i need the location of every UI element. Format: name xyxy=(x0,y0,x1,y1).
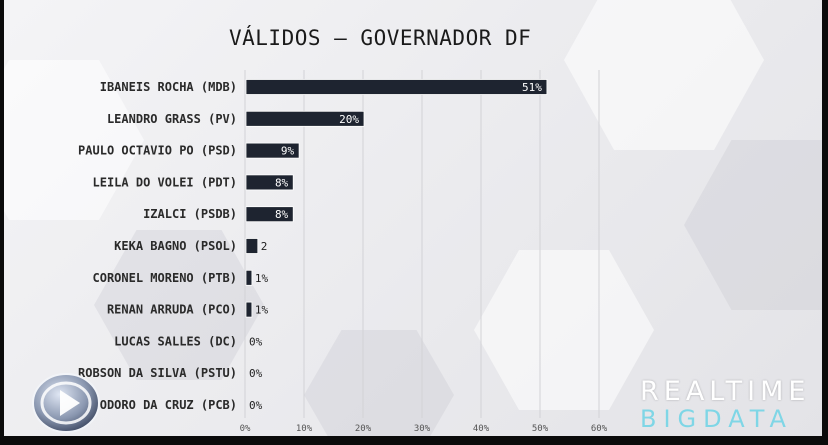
record-logo xyxy=(31,372,101,436)
category-label: LEILA DO VOLEI (PDT) xyxy=(93,175,238,189)
bar xyxy=(245,174,294,191)
bar xyxy=(245,269,253,286)
category-label: KEKA BAGNO (PSOL) xyxy=(114,239,237,253)
data-label: 20% xyxy=(339,113,359,126)
bar xyxy=(245,110,365,127)
data-label: 1% xyxy=(255,304,269,317)
text-layer: 0% 10% 20% 30% 40% 50% 60%IBANEIS ROCHA (MDB) 5… xyxy=(78,80,608,434)
realtime-text: REALTIME xyxy=(640,376,811,407)
data-label: 0% xyxy=(249,335,263,348)
bar xyxy=(245,142,300,159)
grid-layer xyxy=(244,70,600,418)
bar xyxy=(245,238,259,254)
category-label: IBANEIS ROCHA (MDB) xyxy=(100,80,237,94)
chart-title: VÁLIDOS – GOVERNADOR DF xyxy=(229,26,532,50)
x-tick-label: 0% xyxy=(240,424,251,434)
data-label: 9% xyxy=(281,145,295,158)
category-label: LUCAS SALLES (DC) xyxy=(114,334,237,348)
chart-frame: VÁLIDOS – GOVERNADOR DF 0% 10% 20% 30% 40% 50… xyxy=(4,0,822,436)
x-tick-label: 10% xyxy=(296,424,313,434)
x-tick-label: 30% xyxy=(414,424,431,434)
category-label: TEODORO DA CRUZ (PCB) xyxy=(85,398,237,412)
bar xyxy=(245,301,253,318)
bar-chart: 0% 10% 20% 30% 40% 50% 60%IBANEIS ROCHA (MDB) 5… xyxy=(78,70,608,434)
bigdata-text: BIGDATA xyxy=(640,405,793,433)
data-label: 51% xyxy=(522,81,542,94)
x-tick-label: 60% xyxy=(591,424,608,434)
realtime-bigdata-logo: REALTIME BIGDATA xyxy=(640,376,811,433)
category-label: LEANDRO GRASS (PV) xyxy=(107,112,237,126)
category-label: RENAN ARRUDA (PCO) xyxy=(107,303,237,317)
bar-layer xyxy=(245,79,548,318)
x-tick-label: 50% xyxy=(532,424,549,434)
data-label: 8% xyxy=(275,208,289,221)
category-label: PAULO OCTAVIO PO (PSD) xyxy=(78,144,237,158)
category-label: CORONEL MORENO (PTB) xyxy=(93,271,238,285)
category-label: IZALCI (PSDB) xyxy=(143,207,237,221)
x-tick-label: 20% xyxy=(355,424,372,434)
data-label: 1% xyxy=(255,272,269,285)
data-label: 0% xyxy=(249,399,263,412)
data-label: 8% xyxy=(275,176,289,189)
data-label: 0% xyxy=(249,367,263,380)
bar xyxy=(245,206,294,223)
category-label: ROBSON DA SILVA (PSTU) xyxy=(78,366,237,380)
data-label: 2 xyxy=(261,240,268,253)
x-tick-label: 40% xyxy=(473,424,490,434)
bar xyxy=(245,79,548,95)
